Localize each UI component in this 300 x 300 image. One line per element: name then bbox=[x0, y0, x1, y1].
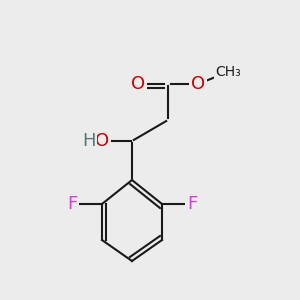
Text: O: O bbox=[191, 75, 205, 93]
Text: H: H bbox=[82, 132, 95, 150]
Text: O: O bbox=[95, 132, 109, 150]
Text: O: O bbox=[131, 75, 145, 93]
Text: CH₃: CH₃ bbox=[215, 65, 241, 79]
Text: F: F bbox=[67, 195, 77, 213]
Text: F: F bbox=[187, 195, 197, 213]
